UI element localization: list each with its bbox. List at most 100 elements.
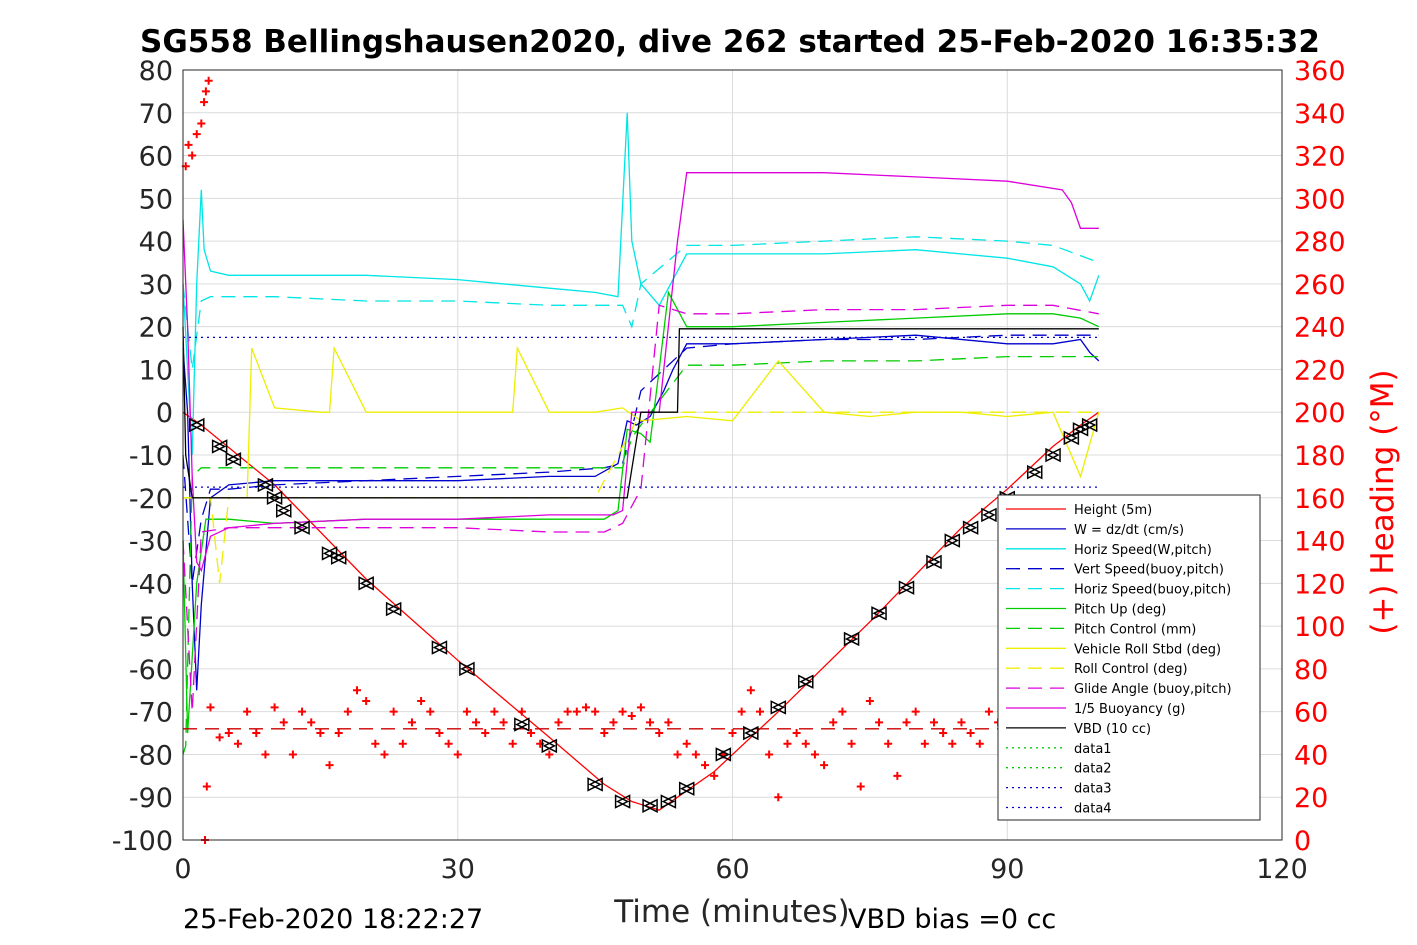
heading-point [646, 718, 655, 727]
legend-label: Vehicle Roll Stbd (deg) [1074, 642, 1221, 657]
heading-point [398, 739, 407, 748]
heading-point [472, 718, 481, 727]
height-vertex-marker [266, 490, 283, 505]
height-vertex-marker [770, 700, 787, 715]
legend-label: W = dz/dt (cm/s) [1074, 523, 1184, 538]
heading-point [204, 76, 213, 85]
height-vertex-marker [944, 533, 961, 548]
heading-point [765, 750, 774, 759]
heading-point [682, 739, 691, 748]
legend-label: 1/5 Buoyancy (g) [1074, 702, 1185, 717]
heading-point [701, 761, 710, 770]
x-tick-label: 0 [174, 854, 191, 885]
heading-point [820, 761, 829, 770]
legend-label: Roll Control (deg) [1074, 662, 1188, 677]
y-left-tick-label: 30 [139, 270, 173, 301]
legend-label: Glide Angle (buoy,pitch) [1074, 682, 1232, 697]
series-pitch-control-mm [182, 355, 1099, 755]
heading-point [884, 739, 893, 748]
heading-point [453, 750, 462, 759]
heading-point [939, 729, 948, 738]
heading-point [911, 707, 920, 716]
height-vertex-marker [614, 794, 631, 809]
heading-point [975, 739, 984, 748]
heading-point [572, 707, 581, 716]
series-horiz-speed-w-pitch [182, 112, 1100, 456]
series-glide-angle-buoy-pitch [182, 304, 1099, 712]
y-left-tick-label: 80 [139, 56, 173, 87]
heading-point [197, 119, 206, 128]
y-left-tick-label: 60 [139, 142, 173, 173]
heading-point [966, 729, 975, 738]
legend-label: Vert Speed(buoy,pitch) [1074, 563, 1224, 578]
height-vertex-marker [981, 507, 997, 523]
heading-point [435, 729, 444, 738]
legend-label: data4 [1074, 802, 1112, 817]
heading-point [462, 707, 471, 716]
heading-point [426, 707, 435, 716]
heading-point [691, 750, 700, 759]
height-vertex-marker [1063, 430, 1080, 446]
heading-point [829, 718, 838, 727]
height-vertex-marker [798, 674, 814, 689]
heading-point [380, 750, 389, 759]
heading-point [206, 703, 215, 712]
heading-point [902, 718, 911, 727]
series-height-5m [182, 411, 1100, 811]
series-vbd-10-cc [182, 326, 1099, 499]
heading-point [856, 782, 865, 791]
heading-point [581, 703, 590, 712]
heading-point [252, 729, 261, 738]
heading-point [288, 750, 297, 759]
series-w-dz-dt-cm-s [182, 334, 1100, 691]
heading-point [261, 750, 270, 759]
height-vertex-marker [385, 601, 402, 617]
height-vertex-marker [275, 503, 292, 518]
height-vertex-marker [1081, 417, 1098, 433]
legend-label: Height (5m) [1074, 503, 1152, 518]
y-right-tick-label: 360 [1294, 56, 1346, 87]
bottom-axis-ticks: 0 30 60 90 120 [174, 854, 1307, 885]
height-vertex-marker [431, 640, 448, 655]
legend-label: Pitch Up (deg) [1074, 603, 1166, 618]
height-vertex-marker [225, 452, 242, 467]
y-right-tick-label: 0 [1294, 826, 1311, 857]
heading-point [192, 130, 201, 139]
heading-point [774, 793, 783, 802]
height-vertex-marker [678, 781, 695, 796]
markers-layer [188, 417, 1098, 813]
x-axis-label: Time (minutes) [613, 894, 849, 930]
y-right-tick-label: 200 [1294, 398, 1346, 429]
heading-point [334, 729, 343, 738]
y-left-tick-label: 70 [139, 99, 173, 130]
y-left-tick-label: 20 [139, 313, 173, 344]
right-axis-label: (+) Heading (°M) [1365, 369, 1401, 634]
heading-point [417, 696, 426, 705]
x-tick-label: 30 [441, 854, 475, 885]
heading-point [600, 729, 609, 738]
heading-point [627, 711, 636, 720]
heading-point [499, 718, 508, 727]
heading-point [200, 98, 209, 107]
heading-point [810, 750, 819, 759]
heading-point [316, 729, 325, 738]
heading-point [636, 703, 645, 712]
heading-point [298, 707, 307, 716]
y-right-tick-label: 280 [1294, 227, 1346, 258]
series-layer [181, 76, 1100, 844]
heading-point [746, 686, 755, 695]
heading-point [325, 761, 334, 770]
height-vertex-marker [743, 725, 759, 741]
legend-label: data3 [1074, 782, 1112, 797]
heading-point [801, 739, 810, 748]
heading-point [728, 729, 737, 738]
heading-point [710, 771, 719, 780]
series-horiz-speed-buoy-pitch [182, 236, 1100, 370]
y-left-tick-label: -20 [129, 484, 173, 515]
x-tick-label: 120 [1256, 854, 1308, 885]
height-vertex-marker [358, 576, 374, 591]
y-left-tick-label: 0 [156, 398, 173, 429]
height-vertex-marker [514, 717, 530, 732]
heading-point [755, 707, 764, 716]
